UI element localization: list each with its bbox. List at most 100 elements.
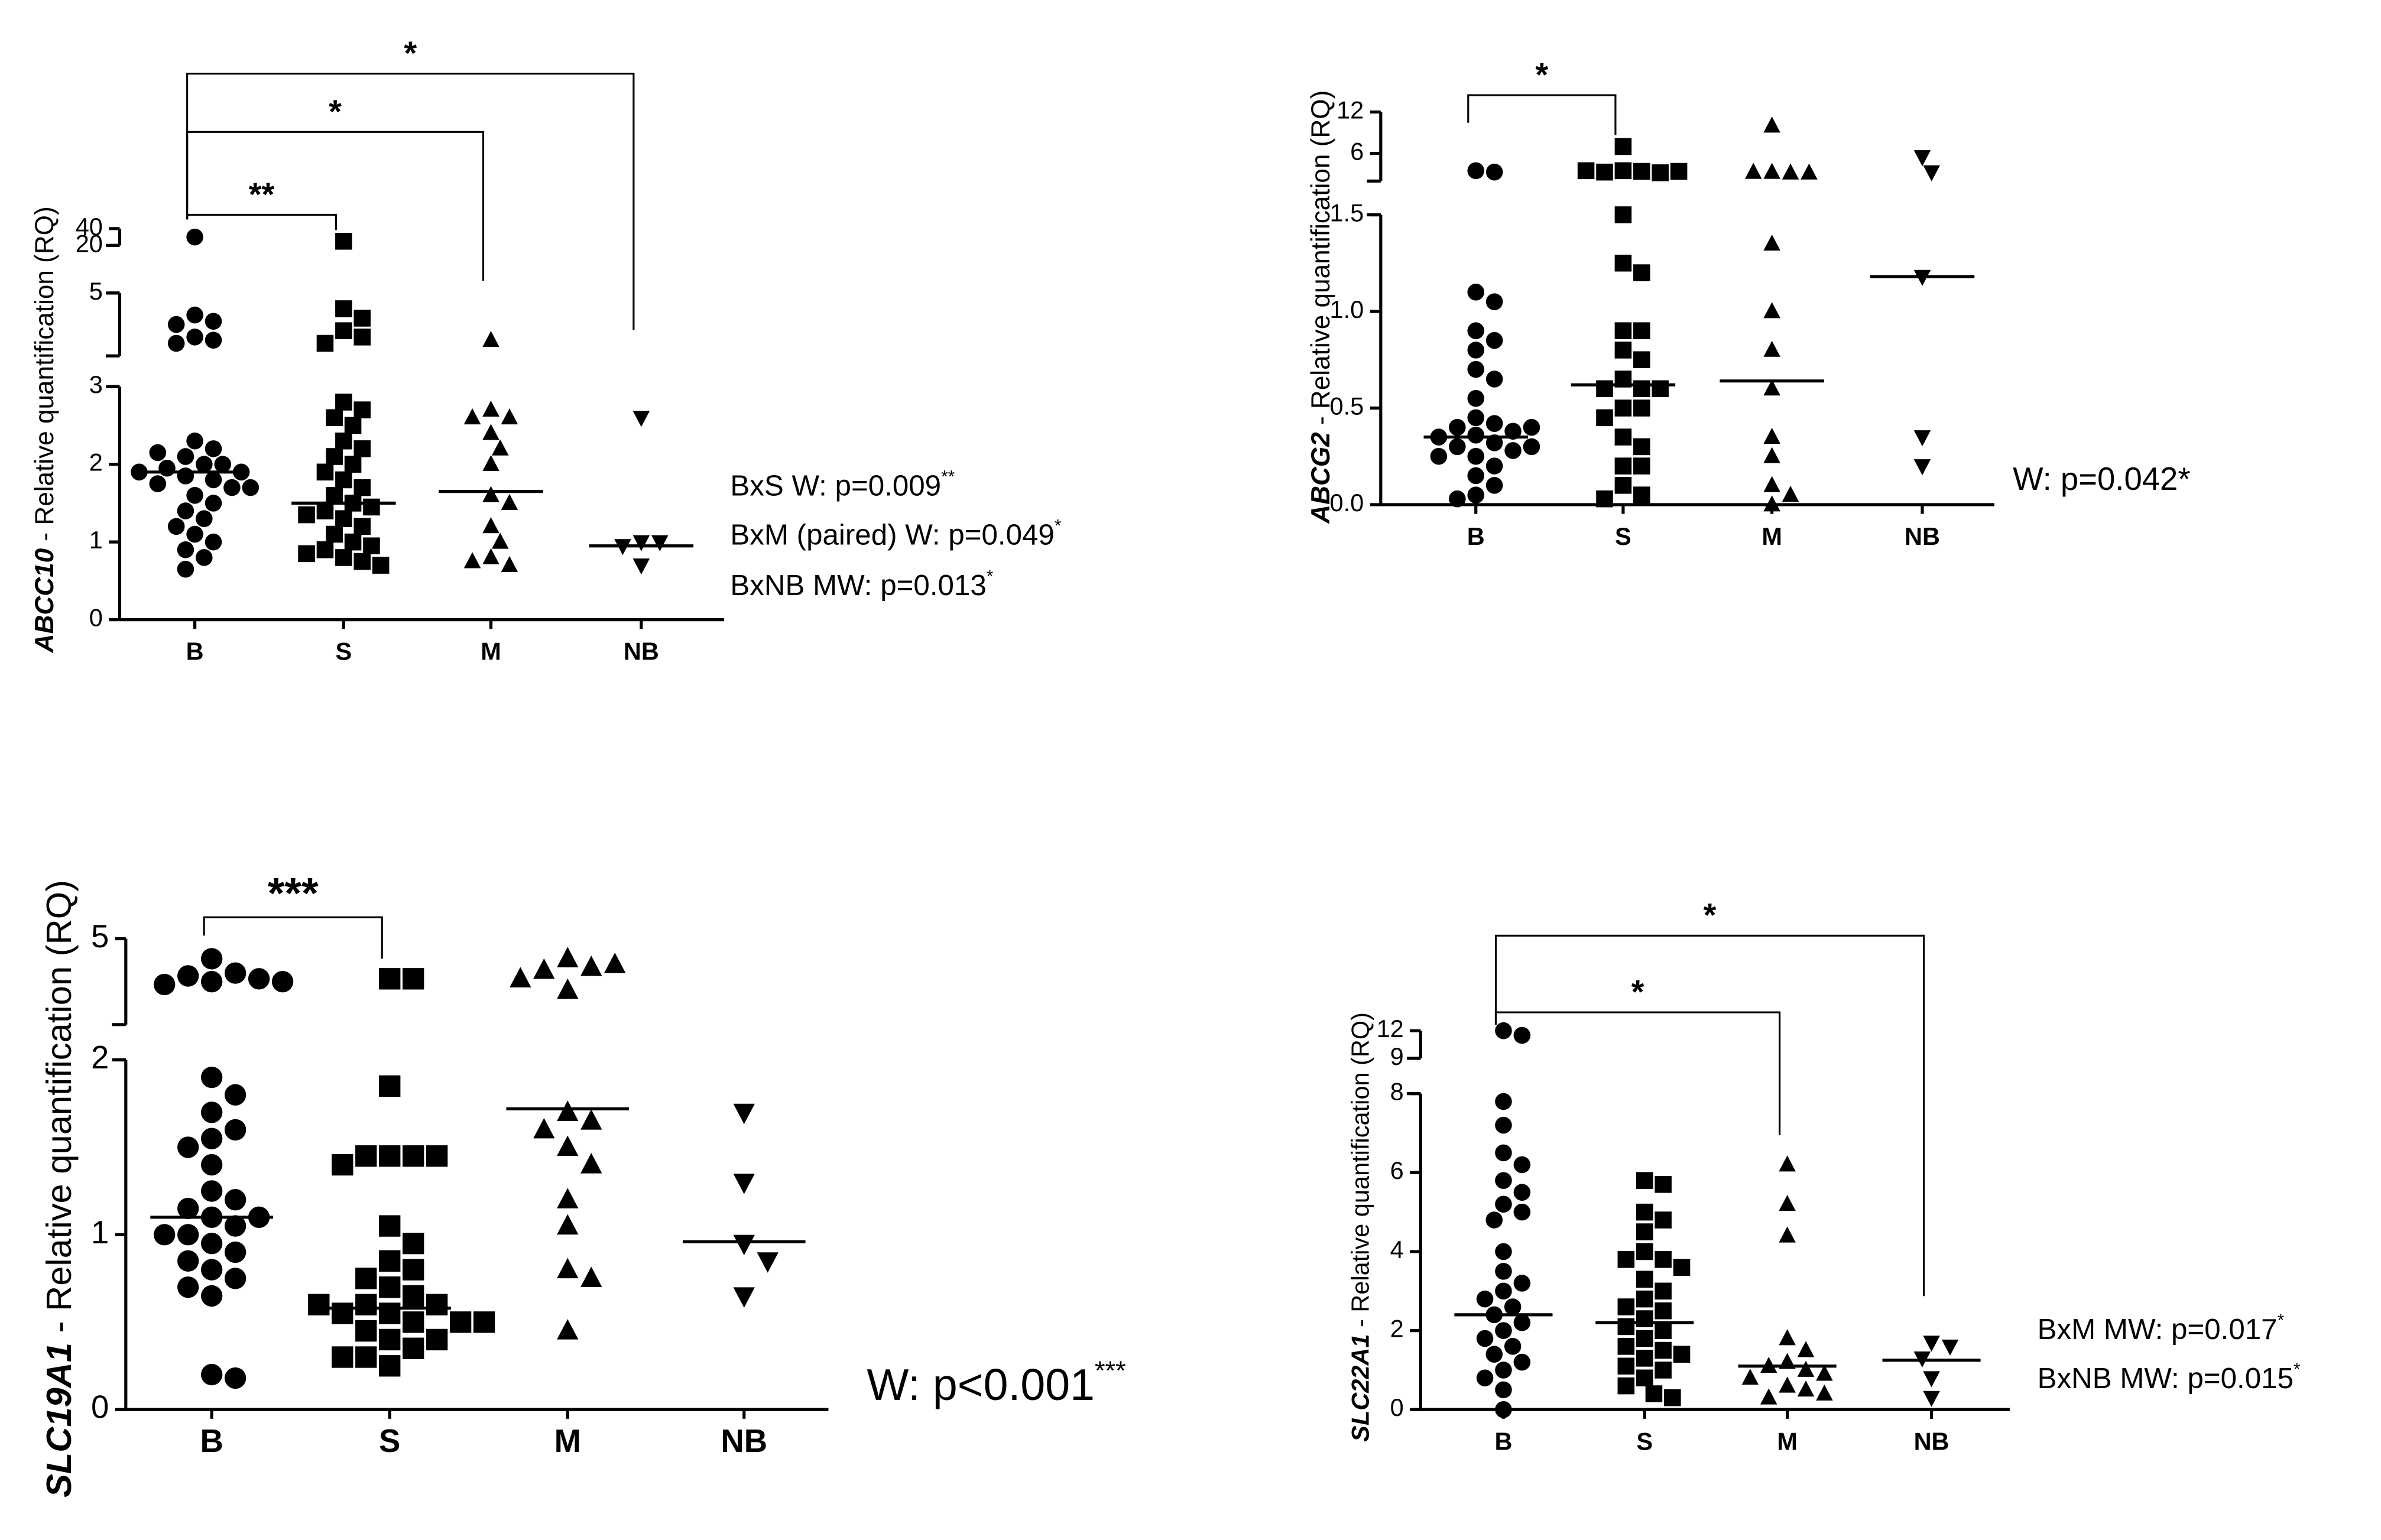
data-point [1467, 389, 1485, 407]
data-point [332, 1346, 353, 1368]
y-tick-label: 6 [1350, 138, 1364, 165]
x-tick-label: B [186, 638, 204, 665]
stat-text: BxS W: p=0.009** [730, 467, 955, 502]
data-point [491, 532, 509, 549]
data-point [200, 970, 223, 993]
y-axis-label: ABCC10 - Relative quantification (RQ) [30, 206, 59, 653]
data-point [335, 549, 352, 566]
data-point [335, 432, 352, 450]
data-point [482, 400, 499, 417]
data-point [379, 1276, 401, 1298]
data-point [200, 1128, 223, 1149]
data-point [533, 1117, 555, 1139]
y-axis-label: SLC22A1 - Relative quantification (RQ) [1347, 1012, 1374, 1442]
data-point [1617, 1318, 1635, 1336]
data-point [1504, 423, 1522, 440]
gene-name: ABCG2 [1306, 432, 1335, 524]
y-tick-label: 0.0 [1330, 489, 1364, 516]
data-point [1614, 254, 1632, 272]
data-point [177, 448, 194, 465]
data-point [355, 1346, 377, 1368]
data-point [482, 517, 499, 534]
x-tick-label: NB [624, 638, 659, 665]
data-point [501, 408, 518, 425]
data-point [1467, 409, 1485, 427]
data-point [355, 1268, 377, 1289]
data-point [463, 552, 481, 568]
data-point [379, 1302, 401, 1324]
data-point [403, 1145, 424, 1167]
x-tick-label: B [200, 1423, 223, 1459]
data-point [1467, 447, 1485, 465]
data-point [482, 424, 499, 440]
data-point [1744, 163, 1762, 179]
x-tick-label: S [336, 638, 352, 665]
data-point [1664, 1389, 1681, 1406]
y-label-text: - Relative quantification (RQ) [39, 880, 79, 1343]
data-point [580, 1109, 602, 1130]
data-point [1636, 1172, 1653, 1189]
data-point [557, 1319, 579, 1340]
data-point [344, 533, 362, 551]
data-point [1485, 415, 1503, 432]
data-point [1779, 1195, 1796, 1211]
data-point [1577, 162, 1595, 180]
y-axis-label: ABCG2 - Relative quantification (RQ) [1306, 90, 1335, 524]
data-point [353, 518, 371, 535]
data-point [473, 1311, 495, 1333]
data-point [1633, 351, 1650, 369]
data-point [379, 968, 401, 990]
data-point [271, 970, 294, 993]
data-point [1655, 1211, 1672, 1229]
data-point [1763, 163, 1780, 179]
data-point [224, 1119, 246, 1141]
significance-bracket [1494, 934, 1925, 1297]
data-point [651, 535, 669, 551]
data-point [1617, 1377, 1635, 1395]
data-point [149, 475, 167, 492]
y-tick-label: 1.0 [1330, 295, 1364, 323]
data-point [224, 1084, 246, 1106]
data-point [177, 560, 194, 578]
data-point [1797, 1380, 1815, 1397]
data-point [335, 322, 352, 339]
data-point [482, 454, 499, 472]
data-point [224, 1268, 246, 1289]
data-point [1633, 322, 1650, 339]
data-point [224, 1367, 246, 1389]
y-tick-label: 3 [89, 371, 103, 398]
data-point [1636, 1243, 1653, 1260]
data-point [1467, 284, 1485, 301]
data-point [1636, 1290, 1653, 1308]
stat-sup: ** [941, 467, 955, 487]
data-point [449, 1311, 472, 1333]
stat-text: W: p<0.001*** [867, 1356, 1125, 1409]
data-point [224, 1189, 246, 1211]
data-point [316, 334, 334, 352]
data-point [1513, 1026, 1531, 1044]
data-point [1633, 264, 1650, 281]
data-point [1763, 447, 1780, 463]
data-point [353, 329, 371, 346]
data-point [1614, 477, 1632, 494]
stat-main: BxNB MW: p=0.015 [2038, 1362, 2294, 1395]
significance-label: * [1704, 896, 1717, 934]
data-point [316, 502, 334, 519]
data-point [482, 486, 499, 502]
significance-label: * [329, 93, 342, 130]
data-point [167, 334, 185, 352]
data-point [1636, 1271, 1653, 1288]
data-point [533, 958, 555, 979]
data-point [308, 1294, 330, 1315]
data-point [1495, 1022, 1512, 1039]
data-point [1495, 1172, 1512, 1189]
y-tick-label: 0.5 [1330, 392, 1364, 420]
data-point [1655, 1302, 1672, 1320]
data-point [632, 535, 650, 551]
data-point [1617, 1251, 1635, 1268]
data-point [1513, 1156, 1531, 1174]
data-point [1614, 428, 1632, 446]
